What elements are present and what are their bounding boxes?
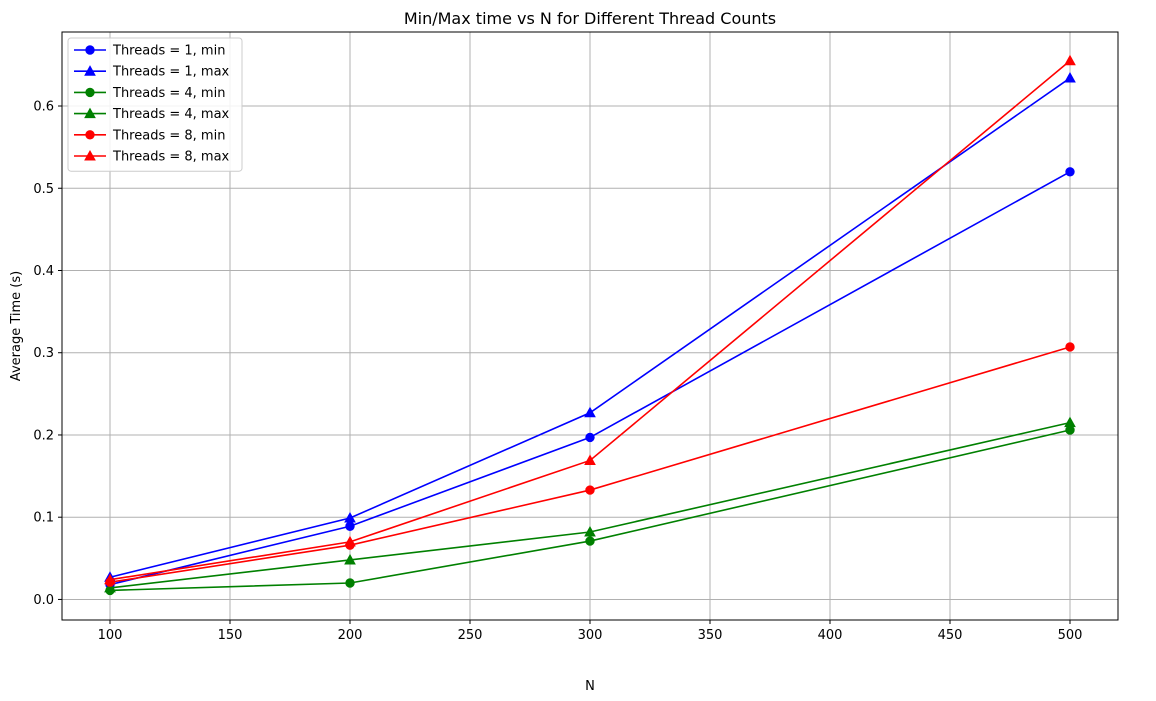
- legend: Threads = 1, min Threads = 1, max Threads …: [67, 37, 243, 172]
- data-point: [345, 521, 355, 531]
- y-tick-label: 0.4: [33, 264, 54, 279]
- x-tick-label: 450: [938, 628, 963, 643]
- x-tick-label: 300: [578, 628, 603, 643]
- data-point: [585, 536, 595, 546]
- data-point: [104, 573, 116, 585]
- series-line: [109, 346, 1071, 583]
- data-point: [1064, 54, 1076, 66]
- y-tick-label: 0.6: [33, 100, 54, 115]
- legend-box: [67, 37, 243, 172]
- y-axis-ticks: 0.0 0.1 0.2 0.3 0.4 0.5 0.6: [33, 100, 62, 608]
- series-line: [109, 77, 1071, 579]
- x-axis-ticks: 100 150 200 250 300 350 400 450 500: [98, 620, 1083, 643]
- x-tick-label: 200: [338, 628, 363, 643]
- legend-marker: [85, 87, 95, 98]
- x-axis-label: N: [585, 679, 595, 694]
- y-tick-label: 0.5: [33, 182, 54, 197]
- legend-label: Threads = 1, max: [112, 65, 230, 80]
- legend-marker: [84, 107, 96, 119]
- legend-label: Threads = 4, min: [112, 86, 225, 101]
- x-tick-label: 500: [1058, 628, 1083, 643]
- data-point: [344, 511, 356, 523]
- data-point: [584, 454, 596, 465]
- y-axis-label: Average Time (s): [9, 271, 24, 381]
- series-line: [109, 421, 1071, 589]
- data-point: [104, 581, 116, 593]
- series-group: [104, 416, 1076, 593]
- grid: [62, 32, 1118, 620]
- data-point: [1065, 167, 1075, 177]
- legend-marker: [84, 65, 96, 76]
- series-line: [109, 429, 1071, 592]
- data-point: [1064, 72, 1076, 83]
- legend-label: Threads = 4, max: [112, 107, 230, 122]
- legend-label: Threads = 8, min: [112, 128, 225, 143]
- y-tick-label: 0.3: [33, 346, 54, 361]
- y-tick-label: 0.0: [33, 593, 54, 608]
- data-point: [585, 485, 595, 495]
- x-tick-label: 150: [218, 628, 243, 643]
- series-group: [104, 54, 1076, 585]
- y-tick-label: 0.2: [33, 428, 54, 443]
- chart-title: Min/Max time vs N for Different Thread C…: [404, 9, 776, 28]
- legend-label: Threads = 8, max: [112, 150, 230, 165]
- x-tick-label: 350: [698, 628, 723, 643]
- data-point: [345, 578, 355, 588]
- data-point: [344, 535, 356, 547]
- legend-label: Threads = 1, min: [112, 44, 225, 59]
- series-line: [109, 171, 1071, 586]
- data-point: [584, 406, 596, 418]
- data-point: [344, 553, 356, 565]
- x-tick-label: 400: [818, 628, 843, 643]
- x-tick-label: 100: [98, 628, 123, 643]
- data-point: [584, 525, 596, 537]
- data-point: [1065, 342, 1075, 352]
- x-tick-label: 250: [458, 628, 483, 643]
- series-line: [109, 60, 1071, 581]
- legend-marker: [85, 45, 95, 55]
- legend-marker: [85, 130, 95, 140]
- y-tick-label: 0.1: [33, 511, 54, 526]
- data-point: [585, 432, 595, 443]
- series-lines: [104, 54, 1076, 596]
- data-point: [1064, 416, 1076, 428]
- legend-marker: [84, 149, 96, 161]
